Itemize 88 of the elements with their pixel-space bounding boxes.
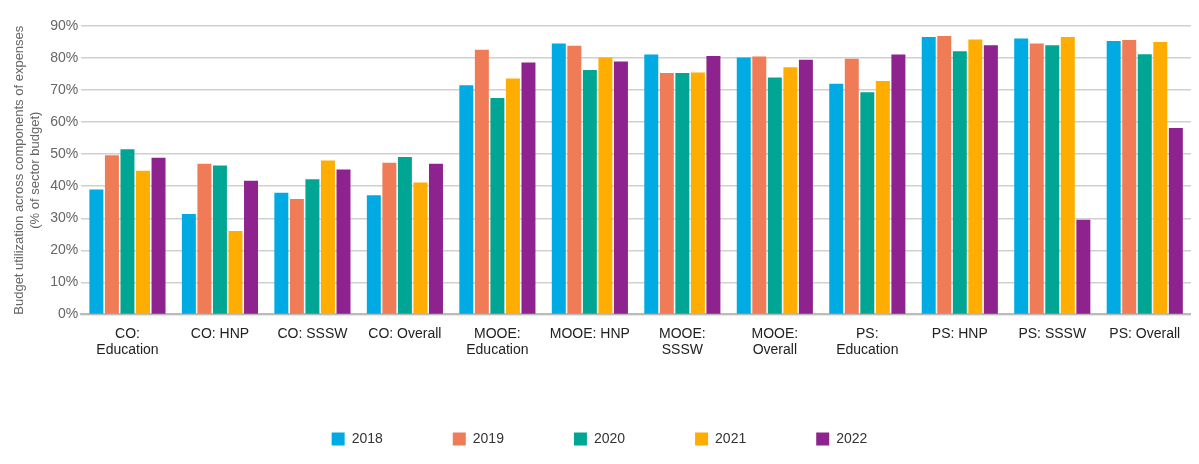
bar [968,39,983,314]
bar [397,157,412,314]
bar [752,56,767,314]
bar [320,160,335,314]
y-tick-label: 70% [50,80,79,97]
bar [1137,54,1152,314]
x-tick-label: CO: Overall [368,324,442,341]
y-tick-label: 10% [50,273,79,290]
x-tick-label: MOOE: HNP [549,324,630,341]
bar [952,51,967,314]
bar [860,92,875,314]
legend-label: 2018 [351,429,383,446]
bar [474,49,489,314]
bar [459,85,474,314]
bar [228,231,243,314]
bar [413,182,428,314]
x-tick-label: MOOE: Overall [751,324,799,358]
x-tick-label: PS: Overall [1109,324,1181,341]
bar [1060,36,1075,314]
bar [983,45,998,314]
legend-label: 2022 [836,429,868,446]
bar [598,57,613,314]
bar [891,54,906,314]
y-axis-title: Budget utilization across components of expenses (% of sector budget) [11,25,42,315]
bar [706,56,721,314]
bar [783,67,798,314]
y-tick-label: 50% [50,145,79,162]
legend-label: 2019 [472,429,505,446]
legend-label: 2020 [593,429,626,446]
bar [1153,42,1168,314]
bar [644,54,659,314]
bar [1106,41,1121,314]
x-tick-label: PS: HNP [931,324,988,341]
bar [1122,40,1137,314]
bar [136,170,150,314]
x-tick-label: CO: SSSW [277,324,349,341]
bar [212,165,227,314]
bar [567,45,582,314]
bar [736,57,751,314]
bar [490,98,505,314]
x-tick-label: PS: SSSW [1018,324,1087,341]
bar [505,78,520,314]
bar [1014,38,1029,314]
bar [120,149,135,314]
bar [1076,219,1091,314]
bar [921,36,936,314]
bar [1045,45,1060,314]
bar [551,43,566,314]
y-tick-label: 60% [50,112,79,129]
bar [181,214,196,314]
bar [274,192,289,314]
y-tick-label: 30% [50,209,79,226]
bar [382,162,397,314]
bar [675,73,690,314]
bar [690,72,705,314]
bar [1029,43,1044,314]
x-tick-label: MOOE: SSSW [659,324,706,358]
bar [89,189,104,314]
x-tick-label: CO: HNP [190,324,250,341]
bar [798,59,813,314]
bar [521,62,536,314]
bar [829,83,844,314]
bar [366,195,381,314]
y-tick-label: 20% [50,241,79,258]
legend-label: 2021 [715,429,747,446]
y-tick-label: 90% [50,16,79,33]
y-tick-label: 0% [57,305,79,322]
bar [305,179,320,314]
bar [767,77,782,314]
bar [844,58,859,314]
y-tick-label: 40% [50,177,79,194]
x-tick-label: CO: Education [96,324,159,358]
bar [428,163,443,314]
bar [336,169,351,314]
x-tick-label: MOOE: Education [466,324,529,358]
bar [289,199,304,314]
bar [937,35,952,314]
bar [197,163,212,314]
bar [104,155,119,314]
y-tick-label: 80% [50,48,79,65]
bar [582,69,597,314]
bar [1168,127,1183,314]
bar [151,157,166,314]
x-tick-label: PS: Education [836,324,899,358]
bar [875,81,890,314]
bar [613,61,628,314]
bar [244,180,259,314]
bar [659,73,674,314]
